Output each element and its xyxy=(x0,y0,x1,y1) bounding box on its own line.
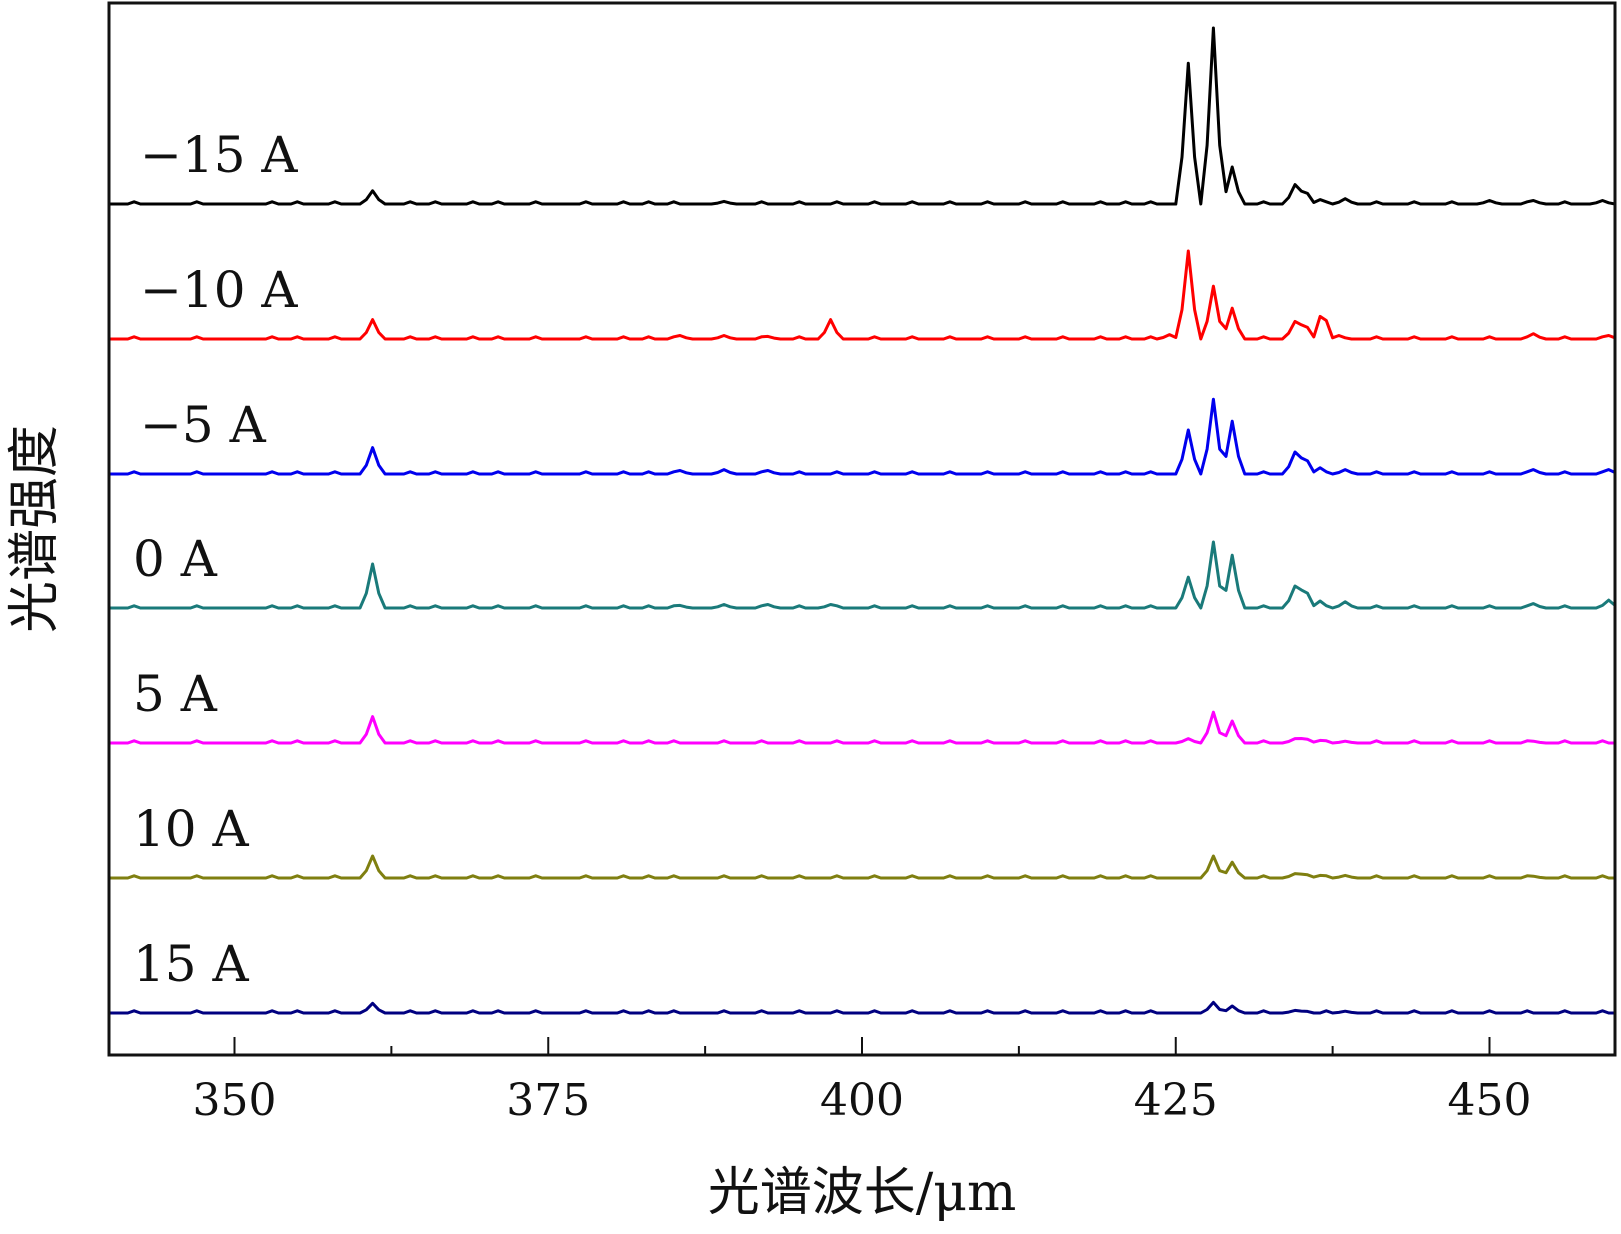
series-line xyxy=(109,854,1615,880)
series-line xyxy=(109,249,1616,341)
series-label: 5 A xyxy=(133,665,218,723)
series-line xyxy=(109,710,1615,745)
series-line xyxy=(109,397,1616,476)
x-tick-label: 425 xyxy=(1134,1075,1218,1126)
axis-layer: 350 375 400 425 450 xyxy=(193,1037,1532,1126)
x-tick-label: 450 xyxy=(1448,1075,1532,1126)
series-line xyxy=(109,26,1616,206)
x-tick-label: 400 xyxy=(820,1075,904,1126)
plot-frame xyxy=(107,1,1617,1057)
x-axis-title: 光谱波长/μm xyxy=(708,1163,1017,1223)
series-layer xyxy=(109,26,1616,1015)
series-label: 10 A xyxy=(133,800,250,858)
series-line xyxy=(109,540,1616,610)
series-line xyxy=(109,1000,1615,1015)
x-tick-label: 375 xyxy=(506,1075,590,1126)
series-label-layer: −15 A −10 A −5 A 0 A 5 A 10 A 15 A xyxy=(133,126,298,993)
series-label: 15 A xyxy=(133,935,250,993)
series-label: −15 A xyxy=(140,126,298,184)
series-label: −5 A xyxy=(140,396,267,454)
series-label: −10 A xyxy=(140,261,298,319)
x-tick-label: 350 xyxy=(193,1075,277,1126)
y-axis-title: 光谱强度 xyxy=(5,425,65,633)
series-label: 0 A xyxy=(133,530,218,588)
